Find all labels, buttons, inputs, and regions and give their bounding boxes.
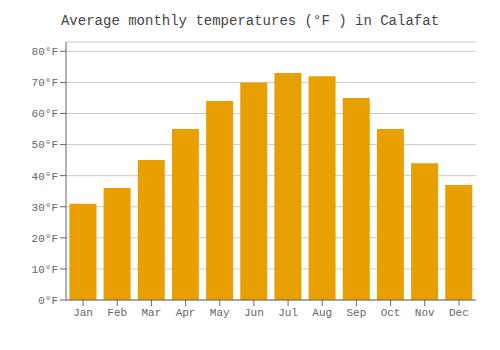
svg-text:0°F: 0°F [38,295,58,307]
svg-text:Apr: Apr [176,307,196,319]
svg-text:80°F: 80°F [32,46,58,58]
svg-text:10°F: 10°F [32,264,58,276]
svg-text:Dec: Dec [449,307,469,319]
svg-text:Aug: Aug [312,307,332,319]
svg-text:50°F: 50°F [32,139,58,151]
svg-text:Nov: Nov [415,307,435,319]
svg-text:30°F: 30°F [32,202,58,214]
svg-text:60°F: 60°F [32,108,58,120]
html-text:Average monthly temperatures (: Average monthly temperatures (°F ) in Ca… [61,13,439,29]
svg-text:Jun: Jun [244,307,264,319]
svg-text:20°F: 20°F [32,233,58,245]
svg-text:Mar: Mar [142,307,162,319]
svg-text:Jul: Jul [278,307,298,319]
svg-text:Sep: Sep [347,307,367,319]
svg-text:70°F: 70°F [32,77,58,89]
svg-text:Jan: Jan [73,307,93,319]
svg-text:May: May [210,307,230,319]
svg-text:Feb: Feb [107,307,127,319]
svg-text:Oct: Oct [381,307,401,319]
svg-text:40°F: 40°F [32,171,58,183]
